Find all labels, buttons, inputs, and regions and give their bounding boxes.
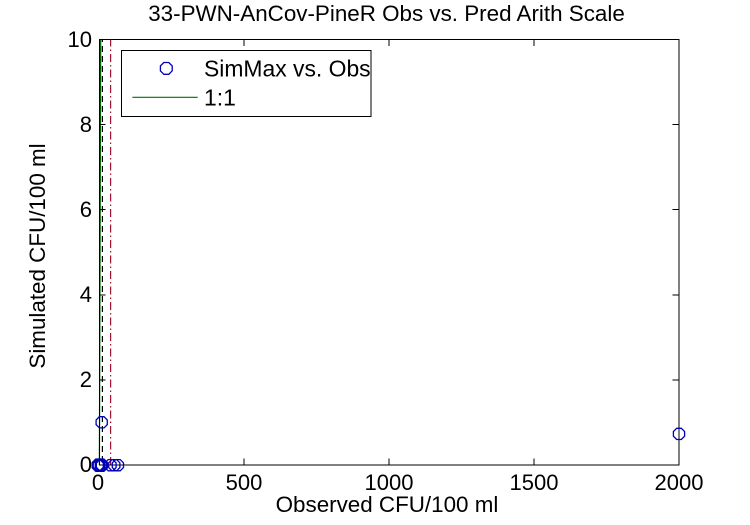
svg-text:SimMax vs. Obs: SimMax vs. Obs xyxy=(204,56,371,82)
svg-text:500: 500 xyxy=(226,470,263,495)
svg-text:0: 0 xyxy=(80,452,92,477)
svg-text:33-PWN-AnCov-PineR Obs vs. Pre: 33-PWN-AnCov-PineR Obs vs. Pred Arith Sc… xyxy=(148,1,625,26)
svg-text:0: 0 xyxy=(92,470,104,495)
svg-text:1500: 1500 xyxy=(510,470,559,495)
svg-text:1:1: 1:1 xyxy=(204,84,236,110)
svg-text:Observed CFU/100 ml: Observed CFU/100 ml xyxy=(276,492,499,517)
svg-text:4: 4 xyxy=(80,282,92,307)
svg-text:2000: 2000 xyxy=(655,470,704,495)
svg-text:8: 8 xyxy=(80,112,92,137)
svg-text:Simulated CFU/100 ml: Simulated CFU/100 ml xyxy=(25,143,50,368)
svg-text:1000: 1000 xyxy=(365,470,414,495)
svg-text:6: 6 xyxy=(80,197,92,222)
svg-text:2: 2 xyxy=(80,367,92,392)
svg-text:10: 10 xyxy=(68,27,92,52)
